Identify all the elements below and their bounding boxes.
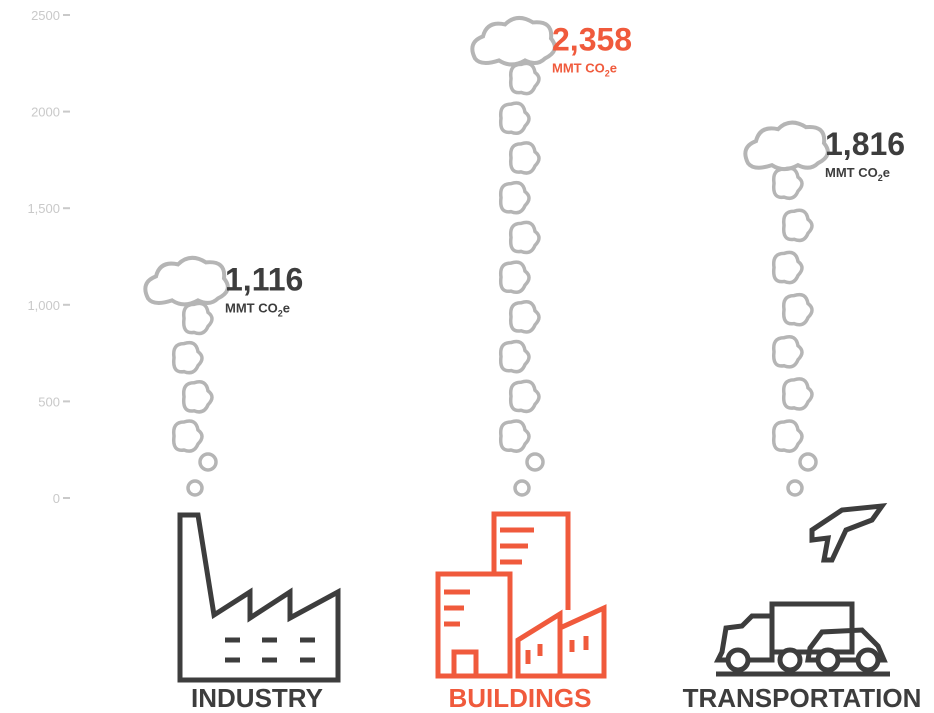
smoke-column-industry <box>143 255 230 497</box>
data-label-unit: MMT CO2e <box>225 300 290 318</box>
value-cloud <box>743 120 830 172</box>
smoke-puff <box>498 101 531 136</box>
smoke-puff <box>781 208 814 243</box>
smoke-puff <box>181 380 214 414</box>
smoke-column-transportation <box>743 120 830 497</box>
smoke-puff <box>508 61 541 96</box>
value-cloud <box>143 255 230 307</box>
smoke-puff <box>513 479 531 497</box>
y-tick-label: 2500 <box>31 8 60 23</box>
buildings-icon <box>435 511 607 679</box>
smoke-puff <box>508 141 541 175</box>
smoke-puff <box>798 452 818 472</box>
y-tick-label: 2000 <box>31 105 60 120</box>
smoke-puff <box>525 452 545 472</box>
smoke-puff <box>786 479 804 497</box>
smoke-puff <box>498 180 531 215</box>
smoke-puff <box>198 452 218 472</box>
data-label-value: 1,816 <box>825 126 905 162</box>
smoke-puff <box>508 220 541 255</box>
factory-icon <box>177 512 341 683</box>
data-label-value: 2,358 <box>552 21 632 57</box>
y-tick-label: 500 <box>38 394 60 409</box>
smoke-puff <box>771 334 804 369</box>
category-label-transportation: TRANSPORTATION <box>683 683 922 713</box>
value-cloud <box>470 15 557 67</box>
category-label-buildings: BUILDINGS <box>449 683 592 713</box>
smoke-puff <box>508 300 541 334</box>
smoke-puff <box>171 419 204 453</box>
smoke-puff <box>171 340 204 375</box>
smoke-puff <box>771 419 804 453</box>
smoke-puff <box>498 260 531 294</box>
smoke-puff <box>508 379 541 414</box>
smoke-puff <box>498 419 531 453</box>
data-labels: 1,116 MMT CO2e 2,358 MMT CO2e 1,816 MMT CO2e <box>225 21 905 318</box>
smoke-puff <box>771 166 804 201</box>
y-tick-label: 1,000 <box>27 298 60 313</box>
smoke-column-buildings <box>470 15 557 497</box>
smoke-puff <box>781 292 814 327</box>
data-label-value: 1,116 <box>225 261 303 297</box>
smoke-puff <box>186 479 204 497</box>
vehicles-icon <box>713 502 890 677</box>
category-label-industry: INDUSTRY <box>191 683 323 713</box>
smoke-puff <box>771 250 804 285</box>
y-tick-label: 0 <box>53 491 60 506</box>
data-label-unit: MMT CO2e <box>552 60 617 78</box>
y-axis: 0 500 1,000 1,500 2000 2500 <box>27 8 70 506</box>
smoke-puff <box>498 339 531 374</box>
smoke-columns <box>143 15 830 497</box>
y-tick-label: 1,500 <box>27 201 60 216</box>
data-label-unit: MMT CO2e <box>825 165 890 183</box>
smoke-puff <box>781 377 814 411</box>
smoke-puff <box>181 301 214 336</box>
